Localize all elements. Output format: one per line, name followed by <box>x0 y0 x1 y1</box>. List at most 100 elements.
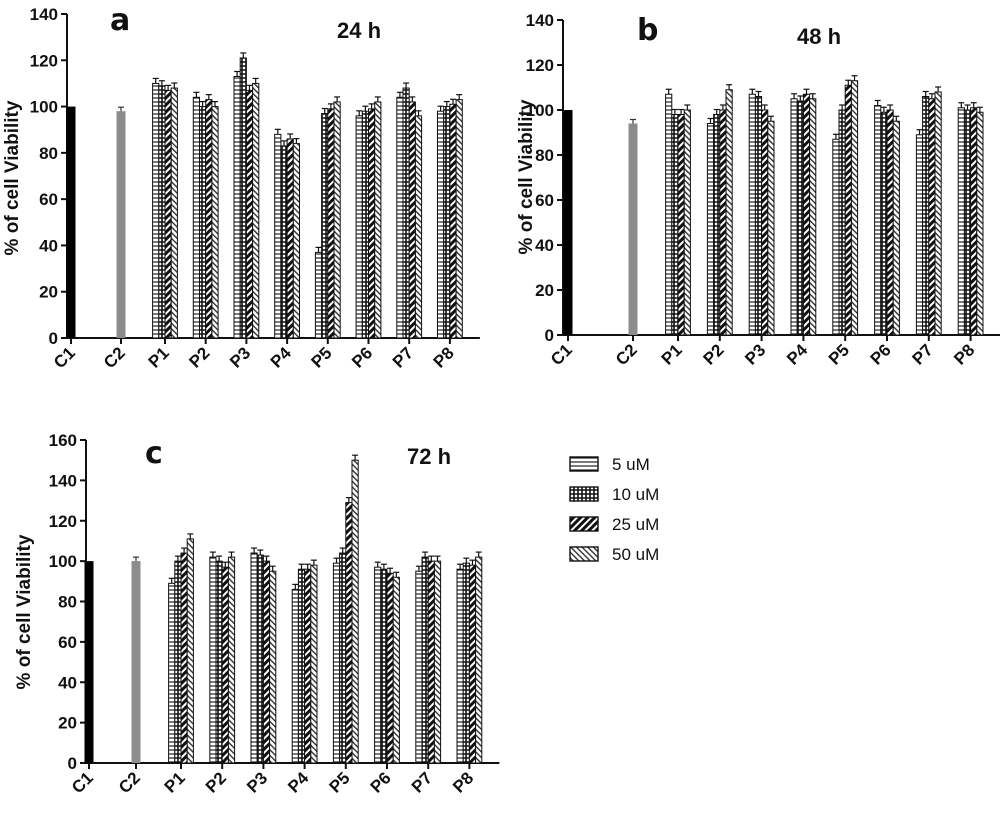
panel-c-bar-p6-10um <box>380 568 388 764</box>
panel-b-bar-p2-5um <box>706 123 715 336</box>
legend-swatch-10um <box>569 486 599 502</box>
panel-c-label: c <box>145 436 163 471</box>
legend-swatch-25um <box>569 516 599 532</box>
panel-a-label: a <box>110 3 130 38</box>
panel-c-x-tick-label-p5: P5 <box>325 768 353 796</box>
panel-b-y-tick-label-20: 20 <box>535 281 554 300</box>
panel-c-x-tick-label-p7: P7 <box>408 768 436 796</box>
panel-a-y-axis-label: % of cell Viability <box>2 100 23 255</box>
panel-b-bar-p6-5um <box>874 105 882 336</box>
panel-a-x-tick-label-p4: P4 <box>267 343 296 372</box>
legend-item-50um: 50 uM <box>569 545 659 564</box>
panel-b-bar-p3-25um <box>761 109 769 336</box>
panel-b-bar-p6-25um <box>886 109 894 336</box>
panel-b-y-tick-label-140: 140 <box>526 11 554 30</box>
legend-swatch-50um <box>569 546 599 562</box>
panel-a-bar-p5-5um <box>314 251 323 339</box>
panel-b-x-tick-label-p8: P8 <box>950 340 978 368</box>
panel-b-bar-p1-10um <box>671 114 679 336</box>
panel-b-x-tick-label-p3: P3 <box>741 340 769 368</box>
panel-b-title: 48 h <box>797 24 841 49</box>
legend-item-25um: 25 uM <box>569 515 659 534</box>
panel-b-bar-p8-5um <box>957 107 965 336</box>
panel-a-x-tick-label-p7: P7 <box>389 343 417 371</box>
panel-a-bar-p3-50um <box>252 82 260 339</box>
panel-b-bar-c1 <box>563 110 573 335</box>
panel-c-x-tick-label-p6: P6 <box>367 768 395 796</box>
panel-a-bar-p4-10um <box>280 145 288 339</box>
panel-a-bar-p8-50um <box>455 99 463 339</box>
panel-a-bar-p6-50um <box>374 101 382 339</box>
panel-b-bar-p8-25um <box>970 107 978 336</box>
panel-c-y-tick-label-160: 160 <box>49 431 77 450</box>
panel-a-bar-p6-25um <box>368 108 376 339</box>
panel-c-bar-p5-25um <box>345 502 353 764</box>
panel-a-bar-p5-10um <box>321 113 329 339</box>
legend-label-10um: 10 uM <box>612 485 659 504</box>
panel-a-title: 24 h <box>337 18 381 43</box>
panel-c-bar-p8-50um <box>475 556 483 764</box>
panel-c-y-tick-label-80: 80 <box>58 593 77 612</box>
panel-a-bar-p3-25um <box>245 89 254 339</box>
panel-c-bar-p3-10um <box>256 554 264 764</box>
panel-c-bar-p7-10um <box>421 556 429 764</box>
panel-c-bar-p4-25um <box>304 568 312 764</box>
panel-c-x-tick-label-p2: P2 <box>202 768 230 796</box>
panel-a-bar-p3-10um <box>239 57 247 339</box>
panel-b-bar-p6-50um <box>892 120 900 336</box>
panel-b-y-tick-label-60: 60 <box>535 191 554 210</box>
panel-b-y-tick-label-120: 120 <box>526 56 554 75</box>
panel-a-x-tick-label-p8: P8 <box>430 343 458 371</box>
panel-c-bar-p5-5um <box>332 562 341 764</box>
panel-b-y-tick-label-0: 0 <box>545 326 554 345</box>
panel-b-bar-p2-25um <box>719 109 727 336</box>
panel-c-bar-p3-5um <box>250 552 258 764</box>
panel-b-bar-p4-5um <box>790 98 798 336</box>
panel-a-bar-p4-25um <box>286 138 294 339</box>
panel-b-bar-p3-5um <box>748 93 756 336</box>
panel-a-bar-p2-5um <box>192 96 201 339</box>
panel-a-y-tick-label-100: 100 <box>30 98 58 117</box>
legend-label-25um: 25 uM <box>612 515 659 534</box>
panel-b-bar-p4-10um <box>796 100 804 336</box>
panel-a-x-tick-label-p3: P3 <box>226 343 254 371</box>
legend-item-10um: 10 uM <box>569 485 659 504</box>
panel-b-bar-p5-50um <box>850 80 859 336</box>
panel-c-bar-c1 <box>84 561 94 763</box>
panel-a-x-tick-label-p1: P1 <box>145 343 173 371</box>
panel-a-bar-p7-10um <box>402 87 410 339</box>
panel-b-bar-p4-25um <box>802 93 811 336</box>
panel-a-bar-p3-5um <box>233 75 241 339</box>
panel-a-y-tick-label-80: 80 <box>39 144 58 163</box>
panel-c-bar-p2-5um <box>209 556 217 764</box>
panel-a-bar-p2-25um <box>205 99 213 339</box>
panel-a-bar-p4-5um <box>274 133 282 339</box>
panel-c-bar-p3-25um <box>262 560 271 764</box>
panel-c-x-tick-label-c2: C2 <box>115 768 144 797</box>
panel-a-bar-p8-25um <box>449 103 457 339</box>
panel-c-bar-p1-25um <box>180 552 188 764</box>
panel-c-bar-p4-50um <box>310 564 318 764</box>
panel-a-y-tick-label-60: 60 <box>39 190 58 209</box>
panel-c-y-tick-label-0: 0 <box>68 754 77 773</box>
panel-c-bar-p7-5um <box>415 570 423 764</box>
panel-a-bar-p5-50um <box>333 101 341 339</box>
panel-a-bar-p8-10um <box>443 106 451 339</box>
panel-b-x-tick-label-p6: P6 <box>867 340 895 368</box>
panel-a-x-tick-label-p2: P2 <box>185 343 213 371</box>
panel-c-bar-p6-50um <box>392 576 400 764</box>
panel-b-bar-p7-5um <box>915 134 924 336</box>
panel-b-bar-p5-25um <box>844 84 852 336</box>
panel-c-x-tick-label-p3: P3 <box>243 768 271 796</box>
panel-c-bar-p2-25um <box>221 566 229 764</box>
panel-c-y-tick-label-140: 140 <box>49 471 77 490</box>
panel-a-x-tick-label-p6: P6 <box>348 343 376 371</box>
panel-b-bar-p3-50um <box>767 120 775 336</box>
panel-a-24h: a 24 h % of cell Viability 0 20 40 60 80 100 1… <box>2 3 480 372</box>
panel-a-bar-c1 <box>66 106 76 338</box>
panel-a-bar-p7-5um <box>396 96 404 339</box>
legend: 5 uM 10 uM 25 uM 50 uM <box>569 455 659 564</box>
panel-a-y-tick-label-20: 20 <box>39 283 58 302</box>
panel-b-x-tick-label-p1: P1 <box>658 340 686 368</box>
panel-a-bar-c2 <box>116 111 126 338</box>
